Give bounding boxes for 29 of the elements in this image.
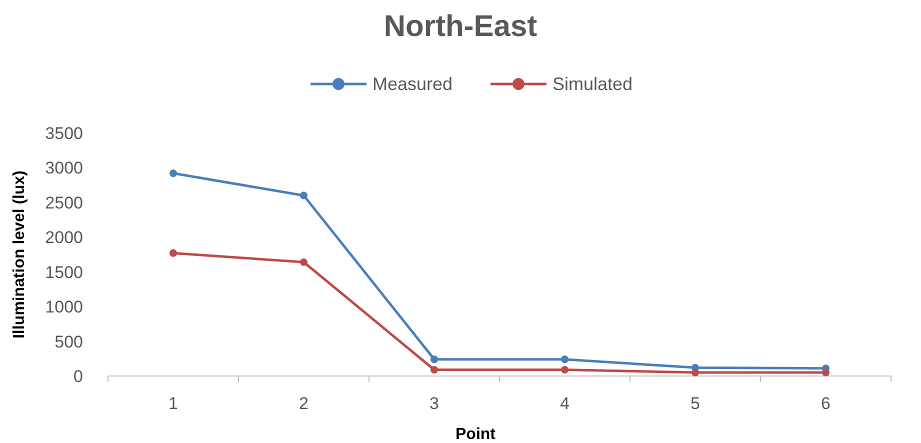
x-tick-label: 6: [821, 394, 830, 413]
point: [430, 366, 438, 374]
y-tick-label: 0: [74, 367, 83, 386]
x-tick-label: 1: [168, 394, 178, 413]
x-tick-label: 5: [690, 394, 700, 413]
point: [430, 356, 438, 364]
point: [560, 366, 569, 374]
y-tick-label: 2500: [45, 193, 83, 212]
y-tick-label: 3000: [45, 158, 83, 178]
y-tick-label: 2000: [45, 228, 83, 248]
point: [300, 192, 308, 200]
legend-label: Measured: [372, 74, 453, 94]
y-axis-title: Illumination level (lux): [11, 170, 28, 339]
y-tick-label: 500: [54, 332, 83, 352]
legend-label: Simulated: [552, 74, 633, 94]
point: [300, 258, 308, 266]
y-tick-label: 1500: [45, 262, 83, 282]
x-tick-label: 2: [299, 394, 308, 413]
y-tick-label: 3500: [45, 124, 83, 143]
point: [560, 356, 569, 364]
point: [169, 249, 178, 257]
x-tick-label: 3: [430, 394, 439, 413]
chart-title: North-East: [384, 10, 538, 43]
y-tick-label: 1000: [45, 298, 83, 317]
point: [169, 169, 178, 178]
x-tick-label: 4: [560, 394, 570, 413]
point: [691, 368, 700, 376]
point: [822, 368, 830, 376]
x-axis-title: Point: [456, 426, 496, 443]
